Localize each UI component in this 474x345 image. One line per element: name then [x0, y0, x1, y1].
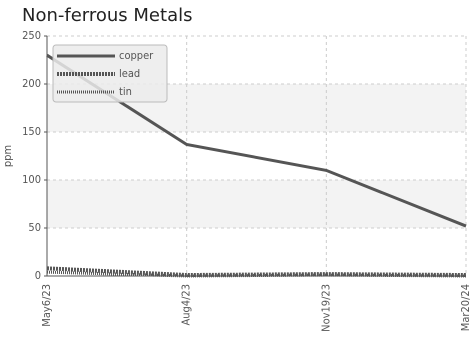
y-tick-label: 200 — [22, 77, 41, 90]
x-tick-label: Aug4/23 — [180, 284, 193, 326]
series-line — [46, 266, 467, 278]
series-line — [46, 270, 467, 278]
legend-label: copper — [119, 49, 154, 62]
y-axis-label: ppm — [1, 145, 14, 167]
legend: copper lead tin — [52, 44, 168, 103]
y-tick-label: 250 — [22, 29, 41, 42]
x-tick-label: Nov19/23 — [319, 284, 332, 332]
chart-title: Non-ferrous Metals — [22, 5, 192, 26]
y-tick-label: 50 — [28, 221, 41, 234]
y-tick-label: 100 — [22, 173, 41, 186]
y-tick-label: 150 — [22, 125, 41, 138]
x-tick-label: Mar20/24 — [459, 284, 472, 331]
plot-band — [47, 180, 466, 228]
legend-label: lead — [119, 67, 140, 80]
y-tick-label: 0 — [35, 269, 41, 282]
x-tick-label: May6/23 — [40, 284, 53, 327]
legend-label: tin — [119, 85, 132, 98]
